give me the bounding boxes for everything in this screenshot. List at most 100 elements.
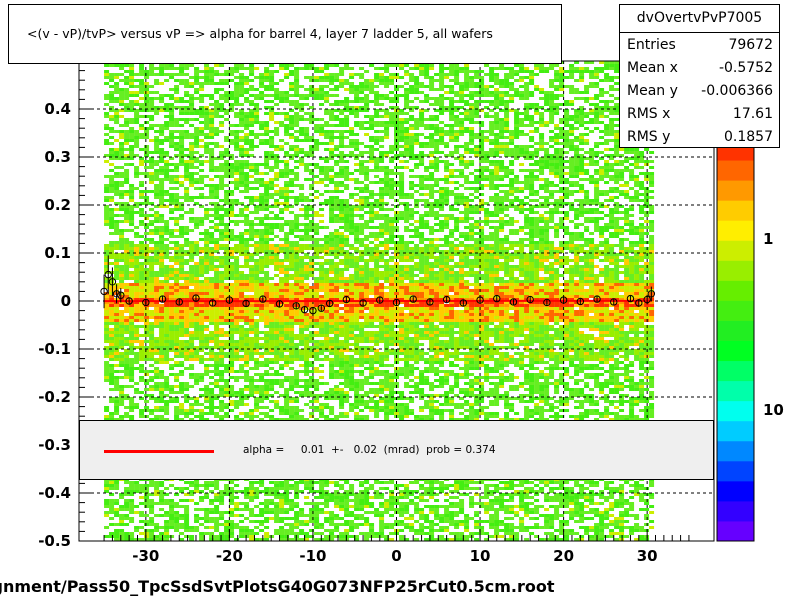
heatmap-cell bbox=[624, 253, 630, 256]
heatmap-cell bbox=[374, 85, 380, 88]
heatmap-cell bbox=[129, 67, 135, 70]
heatmap-cell bbox=[169, 136, 175, 139]
heatmap-cell bbox=[589, 181, 595, 184]
heatmap-cell bbox=[649, 196, 655, 199]
heatmap-cell bbox=[554, 262, 560, 265]
heatmap-cell bbox=[284, 268, 290, 271]
heatmap-cell bbox=[349, 151, 355, 154]
heatmap-cell bbox=[254, 172, 260, 175]
heatmap-cell bbox=[364, 100, 370, 103]
heatmap-cell bbox=[359, 214, 365, 217]
heatmap-cell bbox=[129, 241, 135, 244]
heatmap-cell bbox=[594, 151, 600, 154]
heatmap-cell bbox=[574, 115, 580, 118]
heatmap-cell bbox=[564, 214, 570, 217]
heatmap-cell bbox=[274, 190, 280, 193]
heatmap-cell bbox=[174, 163, 180, 166]
heatmap-cell bbox=[594, 247, 600, 250]
heatmap-cell bbox=[309, 79, 315, 82]
heatmap-cell bbox=[309, 106, 315, 109]
heatmap-cell bbox=[184, 133, 190, 136]
heatmap-cell bbox=[384, 76, 390, 79]
heatmap-cell bbox=[119, 151, 125, 154]
heatmap-cell bbox=[384, 241, 390, 244]
heatmap-cell bbox=[629, 229, 635, 232]
heatmap-cell bbox=[454, 151, 460, 154]
heatmap-cell bbox=[414, 64, 420, 67]
heatmap-cell bbox=[484, 91, 490, 94]
heatmap-cell bbox=[309, 265, 315, 268]
heatmap-cell bbox=[249, 124, 255, 127]
heatmap-cell bbox=[194, 241, 200, 244]
heatmap-cell bbox=[259, 193, 265, 196]
heatmap-cell bbox=[454, 187, 460, 190]
heatmap-cell bbox=[109, 250, 115, 253]
heatmap-cell bbox=[244, 112, 250, 115]
heatmap-cell bbox=[129, 133, 135, 136]
heatmap-cell bbox=[344, 208, 350, 211]
heatmap-cell bbox=[489, 175, 495, 178]
heatmap-cell bbox=[244, 115, 250, 118]
heatmap-cell bbox=[284, 127, 290, 130]
heatmap-cell bbox=[564, 211, 570, 214]
heatmap-cell bbox=[299, 184, 305, 187]
heatmap-cell bbox=[439, 205, 445, 208]
heatmap-cell bbox=[594, 256, 600, 259]
heatmap-cell bbox=[174, 268, 180, 271]
heatmap-cell bbox=[239, 76, 245, 79]
heatmap-cell bbox=[224, 229, 230, 232]
heatmap-cell bbox=[239, 151, 245, 154]
heatmap-cell bbox=[224, 226, 230, 229]
heatmap-cell bbox=[224, 235, 230, 238]
heatmap-cell bbox=[544, 196, 550, 199]
heatmap-cell bbox=[334, 235, 340, 238]
heatmap-cell bbox=[429, 154, 435, 157]
heatmap-cell bbox=[609, 217, 615, 220]
heatmap-cell bbox=[579, 115, 585, 118]
heatmap-cell bbox=[169, 73, 175, 76]
heatmap-cell bbox=[164, 220, 170, 223]
heatmap-cell bbox=[214, 175, 220, 178]
heatmap-cell bbox=[449, 265, 455, 268]
heatmap-cell bbox=[234, 169, 240, 172]
heatmap-cell bbox=[124, 172, 130, 175]
heatmap-cell bbox=[499, 265, 505, 268]
heatmap-cell bbox=[239, 160, 245, 163]
heatmap-cell bbox=[509, 193, 515, 196]
heatmap-cell bbox=[544, 184, 550, 187]
heatmap-cell bbox=[244, 121, 250, 124]
heatmap-cell bbox=[239, 235, 245, 238]
heatmap-cell bbox=[529, 208, 535, 211]
heatmap-cell bbox=[324, 97, 330, 100]
heatmap-cell bbox=[409, 169, 415, 172]
heatmap-cell bbox=[409, 145, 415, 148]
heatmap-cell bbox=[149, 115, 155, 118]
heatmap-cell bbox=[359, 67, 365, 70]
heatmap-cell bbox=[199, 100, 205, 103]
heatmap-cell bbox=[469, 208, 475, 211]
heatmap-cell bbox=[544, 70, 550, 73]
heatmap-cell bbox=[249, 181, 255, 184]
heatmap-cell bbox=[484, 220, 490, 223]
heatmap-cell bbox=[599, 226, 605, 229]
heatmap-cell bbox=[204, 127, 210, 130]
heatmap-cell bbox=[609, 112, 615, 115]
heatmap-cell bbox=[604, 163, 610, 166]
heatmap-cell bbox=[244, 139, 250, 142]
heatmap-cell bbox=[284, 196, 290, 199]
heatmap-cell bbox=[114, 175, 120, 178]
heatmap-cell bbox=[589, 220, 595, 223]
heatmap-cell bbox=[504, 85, 510, 88]
heatmap-cell bbox=[464, 100, 470, 103]
heatmap-cell bbox=[484, 106, 490, 109]
heatmap-cell bbox=[479, 157, 485, 160]
heatmap-cell bbox=[579, 154, 585, 157]
heatmap-cell bbox=[234, 235, 240, 238]
heatmap-cell bbox=[479, 88, 485, 91]
heatmap-cell bbox=[419, 193, 425, 196]
heatmap-cell bbox=[549, 169, 555, 172]
heatmap-cell bbox=[294, 100, 300, 103]
heatmap-cell bbox=[479, 130, 485, 133]
heatmap-cell bbox=[499, 130, 505, 133]
heatmap-cell bbox=[384, 124, 390, 127]
